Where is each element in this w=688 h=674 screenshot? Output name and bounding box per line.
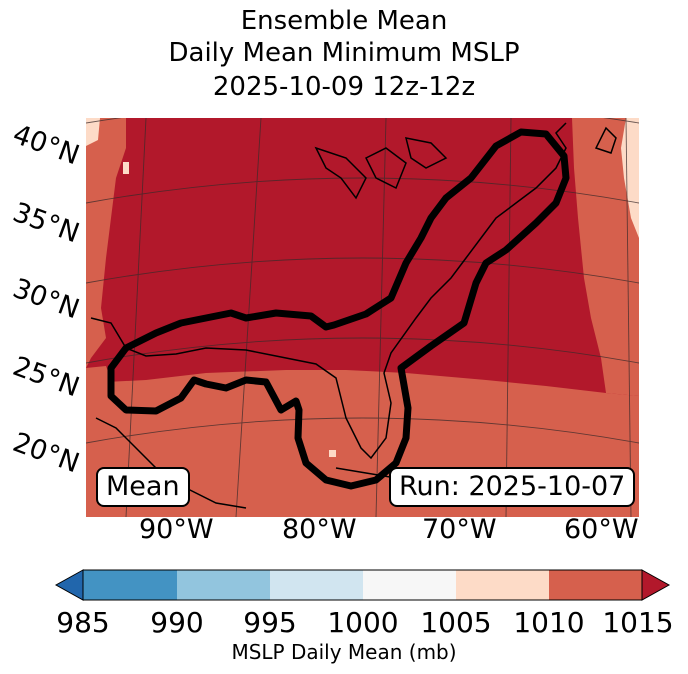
mslp-contour	[107, 128, 570, 490]
field-1000-1005-spot-2	[123, 162, 129, 174]
colorbar-bin-995-1000	[270, 570, 363, 600]
colorbar-label: MSLP Daily Mean (mb)	[231, 640, 457, 664]
field-1000-1005-spot	[329, 450, 336, 457]
lat-label-25n: 25°N	[8, 350, 84, 404]
lon-label-60w: 60°W	[564, 514, 639, 545]
map-title-line-2: Daily Mean Minimum MSLP	[168, 38, 520, 68]
colorbar-tick-985: 985	[56, 606, 110, 639]
colorbar-tick-1005: 1005	[420, 606, 492, 639]
colorbar-bin-1005-1010	[456, 570, 549, 600]
colorbar-tick-990: 990	[150, 606, 204, 639]
run-date-badge: Run: 2025-10-07	[389, 467, 636, 507]
lat-label-40n: 40°N	[8, 118, 84, 172]
lon-label-90w: 90°W	[139, 514, 214, 545]
colorbar-tick-1010: 1010	[513, 606, 585, 639]
colorbar-bin-1010-1015	[549, 570, 642, 600]
colorbar-bin-1000-1005	[363, 570, 456, 600]
field-1005-1010-east	[572, 118, 639, 396]
colorbar-extend-low	[54, 569, 84, 601]
map-title-line-1: Ensemble Mean	[240, 6, 448, 36]
colorbar	[54, 569, 671, 601]
lon-label-70w: 70°W	[422, 514, 497, 545]
field-1005-1010-west	[86, 118, 126, 368]
lat-label-35n: 35°N	[8, 196, 84, 250]
colorbar-tick-995: 995	[243, 606, 297, 639]
lon-label-80w: 80°W	[282, 514, 357, 545]
colorbar-bin-990-995	[177, 570, 270, 600]
colorbar-frame	[82, 569, 643, 601]
field-1000-1005-east	[621, 118, 639, 238]
map-panel	[86, 118, 639, 517]
lat-label-20n: 20°N	[8, 426, 84, 480]
field-1000-1005-nw	[86, 118, 100, 146]
map-title-line-3: 2025-10-09 12z-12z	[212, 72, 476, 102]
lat-label-30n: 30°N	[8, 272, 84, 326]
mean-badge: Mean	[96, 467, 190, 507]
colorbar-extend-high	[641, 569, 671, 601]
colorbar-bin-985-990	[83, 570, 177, 600]
map-canvas	[86, 118, 639, 517]
colorbar-tick-1015: 1015	[602, 606, 674, 639]
colorbar-tick-1000: 1000	[327, 606, 399, 639]
